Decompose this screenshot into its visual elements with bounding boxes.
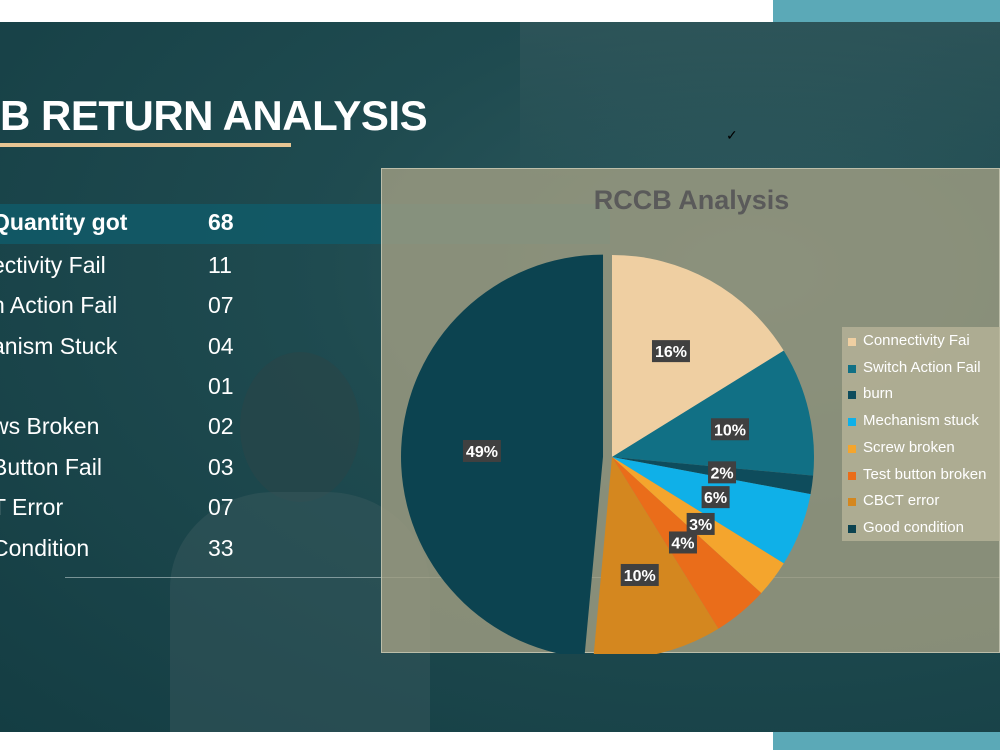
table-row: anism Stuck 04 <box>0 326 380 366</box>
row-label: Condition <box>0 535 90 561</box>
title-underline <box>0 143 291 147</box>
row-label: Quantity got <box>0 209 128 235</box>
legend-swatch <box>848 391 856 400</box>
legend-swatch <box>848 498 856 507</box>
pie-chart: 16% 10% 2% 6% 3%4% 10% 49% <box>401 254 814 654</box>
top-accent-bar <box>773 0 1000 22</box>
legend-item: Good condition <box>848 516 1000 542</box>
table-row: h Action Fail 07 <box>0 285 380 325</box>
chart-title: RCCB Analysis <box>593 185 790 215</box>
row-label: ectivity Fail <box>0 252 106 278</box>
row-value: 07 <box>208 292 234 318</box>
row-label: h Action Fail <box>0 292 118 318</box>
legend-swatch <box>848 444 856 453</box>
legend-label: burn <box>863 385 894 403</box>
pie-slice <box>593 457 719 654</box>
legend-swatch <box>848 471 856 480</box>
row-label: T Error <box>0 494 64 520</box>
svg-text:4%: 4% <box>671 535 694 552</box>
data-label: 10% <box>710 418 749 441</box>
legend-label: Screw broken <box>863 438 955 456</box>
table-row: Quantity got 68 <box>0 202 380 242</box>
data-label: 4% <box>668 531 697 554</box>
row-value: 11 <box>208 252 232 278</box>
row-value: 02 <box>208 413 234 439</box>
legend-label: Good condition <box>863 518 964 536</box>
legend-label: CBCT error <box>863 492 940 510</box>
row-value: 04 <box>208 333 234 359</box>
background-photo-overlay <box>520 22 1000 182</box>
chart-legend: Connectivity Fai Switch Action Fail burn Me… <box>842 327 1000 541</box>
checkmark-icon: ✓ <box>726 127 738 143</box>
legend-item: Test button broken <box>848 463 1000 489</box>
slide: B RETURN ANALYSIS ✓ Quantity got 68 ecti… <box>0 22 1000 732</box>
legend-item: CBCT error <box>848 489 1000 515</box>
bottom-accent-bar <box>773 732 1000 750</box>
row-value: 01 <box>208 373 234 399</box>
data-label: 2% <box>708 461 737 484</box>
pie-slice <box>612 255 784 457</box>
legend-swatch <box>848 338 856 346</box>
table-row: Condition 33 <box>0 528 380 568</box>
legend-item: Switch Action Fail <box>848 356 1000 382</box>
svg-text:10%: 10% <box>624 568 656 585</box>
svg-text:3%: 3% <box>689 517 712 534</box>
row-value: 68 <box>208 209 234 235</box>
table-row: 01 <box>0 366 380 406</box>
legend-label: Test button broken <box>863 465 987 483</box>
table-row: T Error 07 <box>0 487 380 527</box>
legend-label: Connectivity Fai <box>863 332 970 349</box>
legend-swatch <box>848 364 856 373</box>
background-person-head <box>240 352 360 502</box>
legend-item: burn <box>848 382 1000 408</box>
legend-item: Screw broken <box>848 436 1000 462</box>
row-value: 03 <box>208 454 234 480</box>
legend-label: Mechanism stuck <box>863 412 979 430</box>
table-row: ws Broken 02 <box>0 406 380 446</box>
data-label: 49% <box>462 439 501 462</box>
svg-text:6%: 6% <box>704 490 727 507</box>
data-label: 10% <box>620 563 659 586</box>
pie-slice <box>612 457 811 564</box>
pie-slice <box>401 254 604 654</box>
legend-swatch <box>848 418 856 427</box>
data-label: 6% <box>701 486 730 509</box>
pie-slice <box>612 350 814 476</box>
row-value: 33 <box>208 535 234 561</box>
legend-swatch <box>848 524 856 533</box>
row-label: anism Stuck <box>0 333 118 359</box>
table-row: Button Fail 03 <box>0 447 380 487</box>
data-label: 3% <box>686 512 715 535</box>
data-label: 16% <box>651 340 690 363</box>
chart-panel: RCCB Analysis 16% 10% 2% 6% 3% 4% 10% 49% Conne… <box>381 168 1000 654</box>
row-label: ws Broken <box>0 413 100 439</box>
svg-text:49%: 49% <box>466 444 498 461</box>
svg-text:2%: 2% <box>710 465 733 482</box>
row-value: 07 <box>208 494 234 520</box>
slide-title: B RETURN ANALYSIS <box>0 92 428 139</box>
table-row: ectivity Fail 11 <box>0 245 380 285</box>
legend-item: Mechanism stuck <box>848 409 1000 435</box>
legend-item: Connectivity Fai <box>848 329 1000 355</box>
svg-text:10%: 10% <box>714 422 746 439</box>
legend-label: Switch Action Fail <box>863 358 981 376</box>
row-label: Button Fail <box>0 454 102 480</box>
svg-text:16%: 16% <box>655 344 687 361</box>
